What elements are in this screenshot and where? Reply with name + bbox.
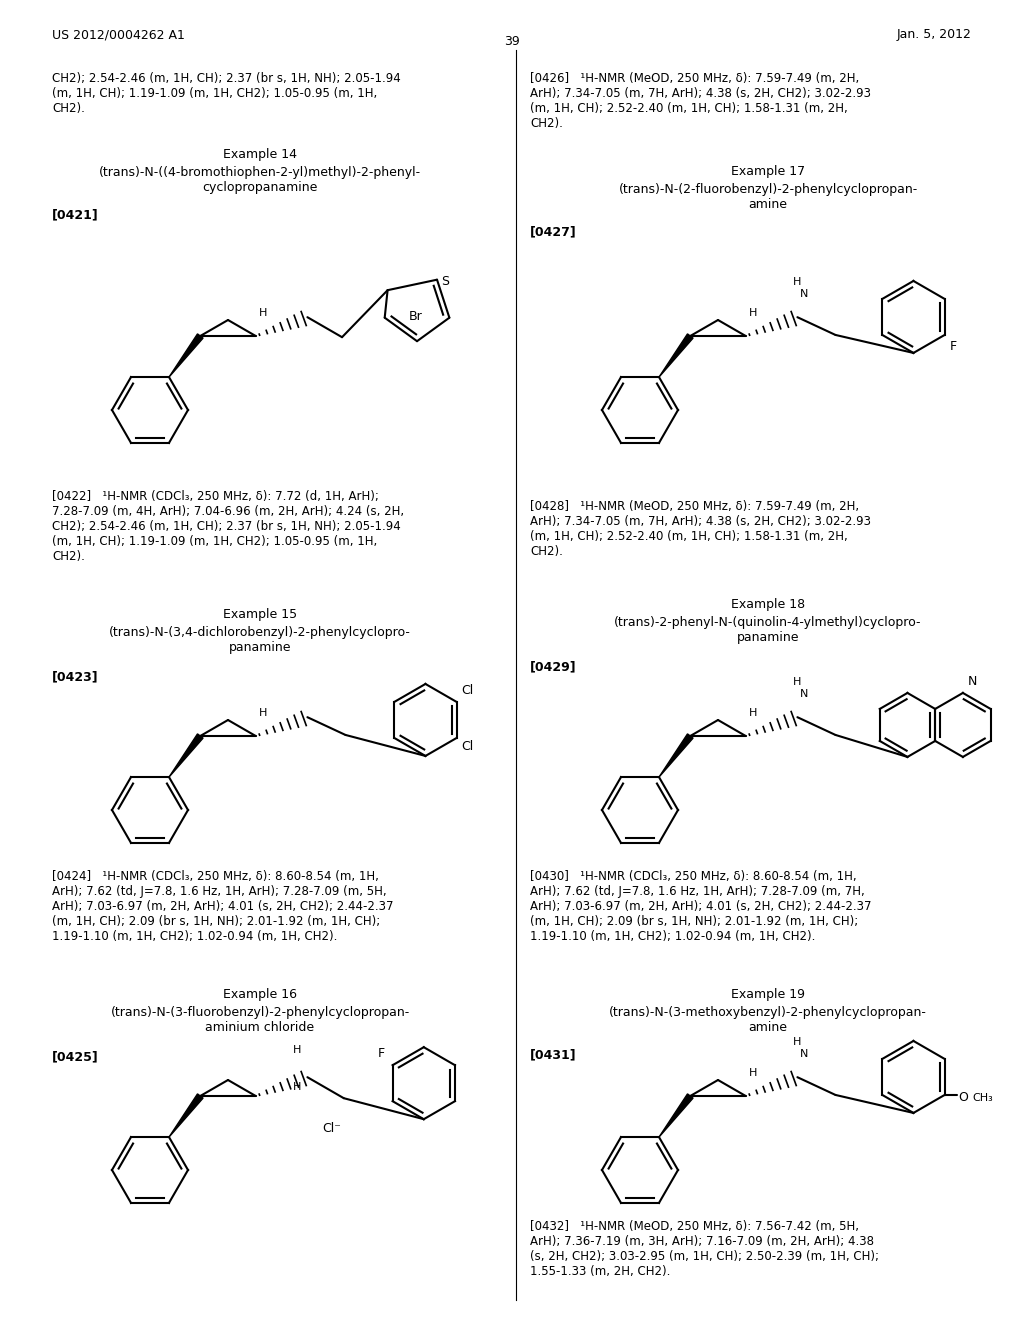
Text: H: H xyxy=(793,277,801,288)
Text: Cl: Cl xyxy=(462,684,474,697)
Text: H: H xyxy=(749,1068,757,1078)
Text: F: F xyxy=(949,341,956,352)
Polygon shape xyxy=(169,334,203,378)
Text: [0422]   ¹H-NMR (CDCl₃, 250 MHz, δ): 7.72 (d, 1H, ArH);
7.28-7.09 (m, 4H, ArH); : [0422] ¹H-NMR (CDCl₃, 250 MHz, δ): 7.72 … xyxy=(52,490,404,564)
Text: [0424]   ¹H-NMR (CDCl₃, 250 MHz, δ): 8.60-8.54 (m, 1H,
ArH); 7.62 (td, J=7.8, 1.: [0424] ¹H-NMR (CDCl₃, 250 MHz, δ): 8.60-… xyxy=(52,870,393,942)
Text: [0428]   ¹H-NMR (MeOD, 250 MHz, δ): 7.59-7.49 (m, 2H,
ArH); 7.34-7.05 (m, 7H, Ar: [0428] ¹H-NMR (MeOD, 250 MHz, δ): 7.59-7… xyxy=(530,500,871,558)
Text: Example 17: Example 17 xyxy=(731,165,805,178)
Text: [0431]: [0431] xyxy=(530,1048,577,1061)
Text: (trans)-N-(3-methoxybenzyl)-2-phenylcyclopropan-
amine: (trans)-N-(3-methoxybenzyl)-2-phenylcycl… xyxy=(609,1006,927,1034)
Text: CH2); 2.54-2.46 (m, 1H, CH); 2.37 (br s, 1H, NH); 2.05-1.94
(m, 1H, CH); 1.19-1.: CH2); 2.54-2.46 (m, 1H, CH); 2.37 (br s,… xyxy=(52,73,400,115)
Text: N: N xyxy=(968,675,977,688)
Text: H: H xyxy=(793,677,801,688)
Text: Cl: Cl xyxy=(462,741,474,752)
Text: (trans)-N-(2-fluorobenzyl)-2-phenylcyclopropan-
amine: (trans)-N-(2-fluorobenzyl)-2-phenylcyclo… xyxy=(618,183,918,211)
Polygon shape xyxy=(659,1094,693,1137)
Polygon shape xyxy=(169,1094,203,1137)
Text: [0425]: [0425] xyxy=(52,1049,98,1063)
Text: Example 15: Example 15 xyxy=(223,609,297,620)
Text: Example 14: Example 14 xyxy=(223,148,297,161)
Text: F: F xyxy=(378,1047,385,1060)
Text: US 2012/0004262 A1: US 2012/0004262 A1 xyxy=(52,28,185,41)
Text: (trans)-N-(3-fluorobenzyl)-2-phenylcyclopropan-
aminium chloride: (trans)-N-(3-fluorobenzyl)-2-phenylcyclo… xyxy=(111,1006,410,1034)
Text: N: N xyxy=(800,689,808,700)
Text: [0426]   ¹H-NMR (MeOD, 250 MHz, δ): 7.59-7.49 (m, 2H,
ArH); 7.34-7.05 (m, 7H, Ar: [0426] ¹H-NMR (MeOD, 250 MHz, δ): 7.59-7… xyxy=(530,73,871,129)
Text: H: H xyxy=(749,708,757,718)
Polygon shape xyxy=(659,334,693,378)
Polygon shape xyxy=(169,734,203,777)
Text: [0421]: [0421] xyxy=(52,209,98,220)
Text: Jan. 5, 2012: Jan. 5, 2012 xyxy=(897,28,972,41)
Text: H: H xyxy=(293,1082,302,1092)
Text: N: N xyxy=(800,1049,808,1059)
Text: H: H xyxy=(259,708,267,718)
Text: [0427]: [0427] xyxy=(530,224,577,238)
Text: 39: 39 xyxy=(504,36,520,48)
Text: O: O xyxy=(958,1092,969,1105)
Text: N: N xyxy=(800,289,808,300)
Text: H: H xyxy=(749,308,757,318)
Text: Cl⁻: Cl⁻ xyxy=(323,1122,341,1135)
Text: H: H xyxy=(793,1038,801,1047)
Text: Br: Br xyxy=(409,310,423,323)
Text: H: H xyxy=(259,308,267,318)
Polygon shape xyxy=(659,734,693,777)
Text: H: H xyxy=(293,1045,302,1055)
Text: [0430]   ¹H-NMR (CDCl₃, 250 MHz, δ): 8.60-8.54 (m, 1H,
ArH); 7.62 (td, J=7.8, 1.: [0430] ¹H-NMR (CDCl₃, 250 MHz, δ): 8.60-… xyxy=(530,870,871,942)
Text: Example 19: Example 19 xyxy=(731,987,805,1001)
Text: (trans)-2-phenyl-N-(quinolin-4-ylmethyl)cyclopro-
panamine: (trans)-2-phenyl-N-(quinolin-4-ylmethyl)… xyxy=(614,616,922,644)
Text: (trans)-N-(3,4-dichlorobenzyl)-2-phenylcyclopro-
panamine: (trans)-N-(3,4-dichlorobenzyl)-2-phenylc… xyxy=(110,626,411,653)
Text: S: S xyxy=(441,275,449,288)
Text: [0432]   ¹H-NMR (MeOD, 250 MHz, δ): 7.56-7.42 (m, 5H,
ArH); 7.36-7.19 (m, 3H, Ar: [0432] ¹H-NMR (MeOD, 250 MHz, δ): 7.56-7… xyxy=(530,1220,879,1278)
Text: (trans)-N-((4-bromothiophen-2-yl)methyl)-2-phenyl-
cyclopropanamine: (trans)-N-((4-bromothiophen-2-yl)methyl)… xyxy=(99,166,421,194)
Text: Example 16: Example 16 xyxy=(223,987,297,1001)
Text: Example 18: Example 18 xyxy=(731,598,805,611)
Text: [0429]: [0429] xyxy=(530,660,577,673)
Text: CH₃: CH₃ xyxy=(973,1093,993,1104)
Text: [0423]: [0423] xyxy=(52,671,98,682)
